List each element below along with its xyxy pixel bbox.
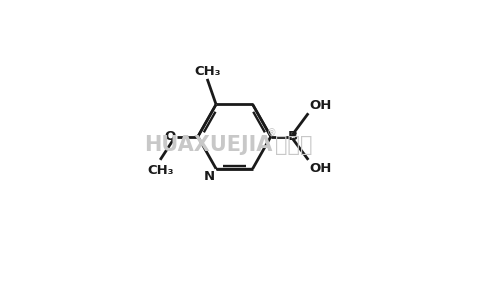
Text: B: B [288,130,298,143]
Text: OH: OH [309,98,331,111]
Text: ®: ® [267,128,277,138]
Text: O: O [165,130,176,143]
Text: N: N [204,170,215,183]
Text: CH₃: CH₃ [147,164,173,177]
Text: OH: OH [309,162,331,175]
Text: HUAXUEJIA: HUAXUEJIA [144,135,272,156]
Text: CH₃: CH₃ [194,65,220,78]
Text: 化学加: 化学加 [275,135,312,156]
